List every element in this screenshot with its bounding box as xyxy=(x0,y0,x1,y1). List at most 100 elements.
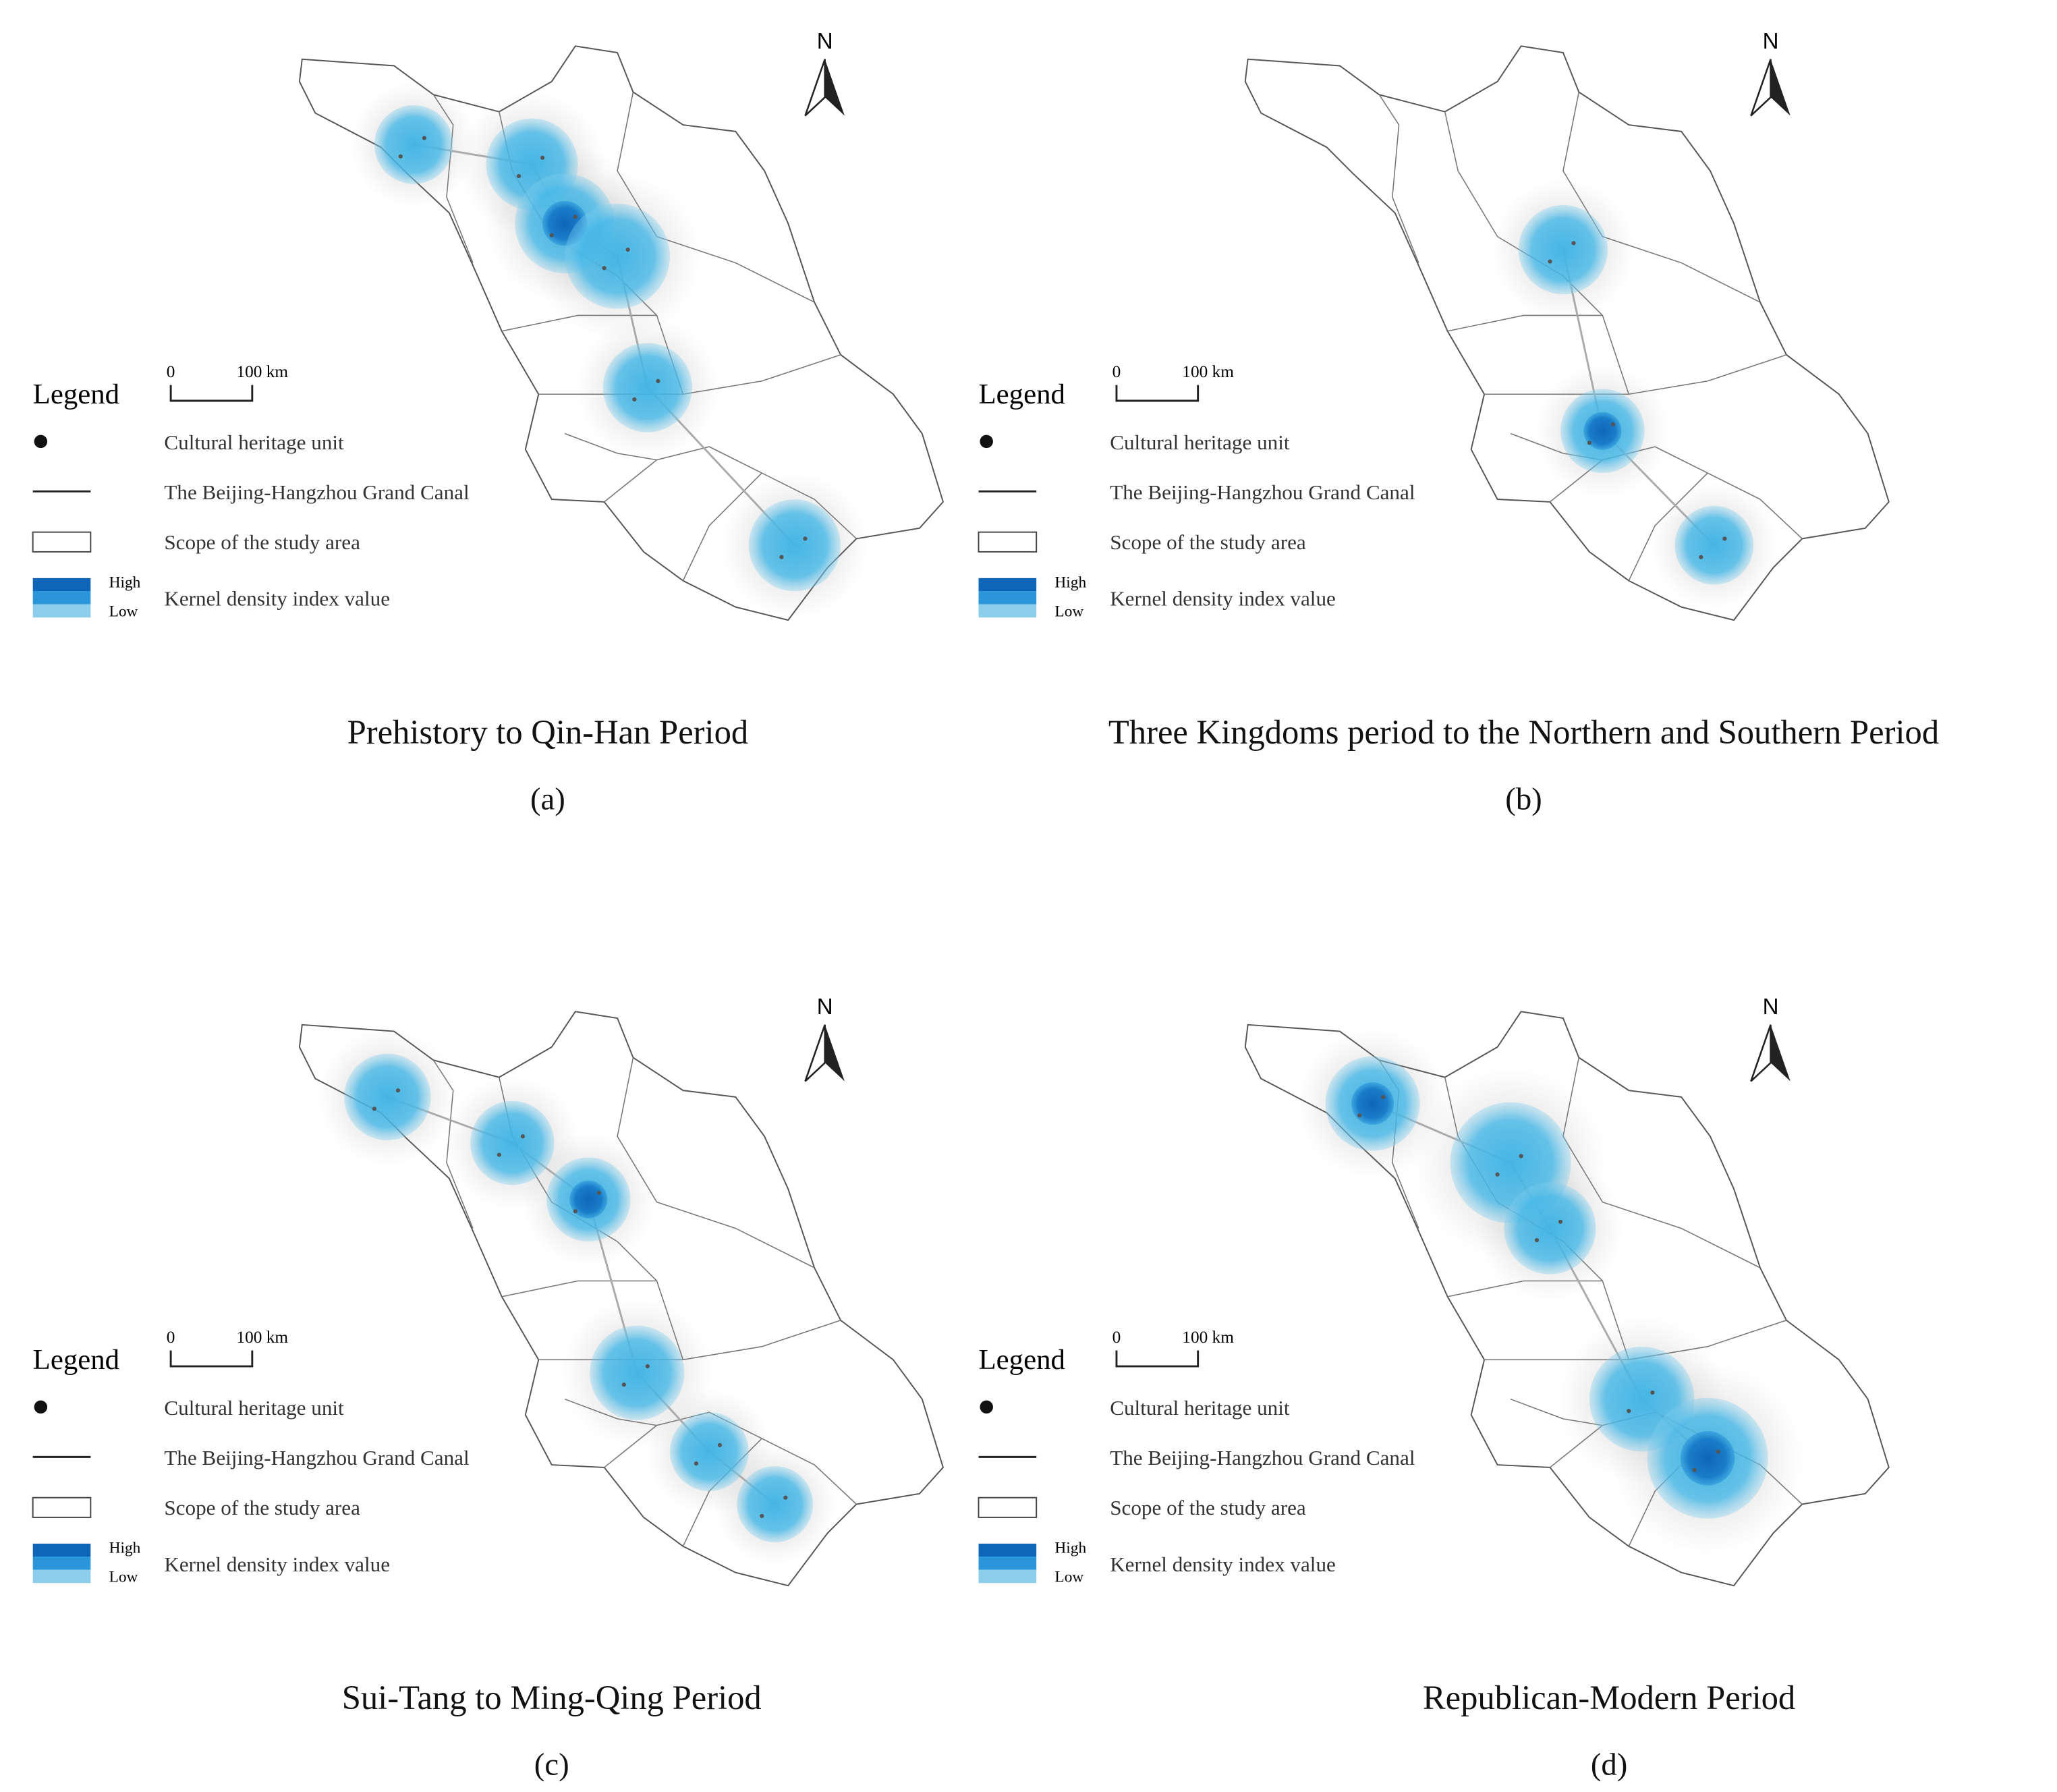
heritage-unit xyxy=(694,1461,699,1466)
panel-label: (a) xyxy=(530,781,565,816)
heritage-unit xyxy=(516,173,522,179)
legend-item: The Beijing-Hangzhou Grand Canal xyxy=(1110,480,1415,504)
scale-zero: 0 xyxy=(1112,1328,1121,1347)
heritage-unit xyxy=(1495,1172,1500,1177)
heritage-unit xyxy=(573,1209,577,1214)
density-area xyxy=(1504,1182,1596,1275)
north-arrow xyxy=(1750,1024,1772,1082)
map xyxy=(298,45,945,621)
panel: N 0 100 km Legend Cultural heritage unit The … xyxy=(32,995,945,1783)
panel-title: Three Kingdoms period to the Northern an… xyxy=(1108,713,1939,751)
heritage-unit xyxy=(645,1364,650,1369)
north-arrow xyxy=(824,1024,845,1082)
scale-bar xyxy=(169,385,254,402)
map xyxy=(1244,45,1890,621)
density-area xyxy=(590,1325,685,1420)
legend-item: Kernel density index value xyxy=(164,587,390,611)
scale-zero: 0 xyxy=(167,1328,175,1347)
scale-distance: 100 km xyxy=(1182,1328,1234,1347)
scale-distance: 100 km xyxy=(236,1328,288,1347)
legend-heading: Legend xyxy=(979,1344,1065,1376)
heritage-unit xyxy=(760,1513,764,1519)
legend-item: Kernel density index value xyxy=(1110,1552,1336,1576)
heritage-unit xyxy=(717,1443,723,1447)
legend-high: High xyxy=(109,1539,141,1557)
heritage-unit xyxy=(625,247,630,252)
north-label: N xyxy=(817,29,833,54)
heritage-unit xyxy=(803,536,808,541)
north-label: N xyxy=(1763,995,1779,1019)
legend-heading: Legend xyxy=(979,379,1065,410)
district-boundary xyxy=(617,1057,815,1268)
density-area xyxy=(344,1053,431,1141)
north-arrow xyxy=(1750,59,1772,117)
panel-label: (c) xyxy=(534,1747,569,1783)
density-core xyxy=(1680,1431,1735,1486)
heritage-unit xyxy=(1548,259,1552,264)
density-area xyxy=(374,105,453,184)
legend-ramp xyxy=(978,578,1037,618)
legend-box xyxy=(978,1496,1038,1518)
legend-dot xyxy=(34,435,48,449)
legend-dot xyxy=(980,435,993,449)
legend-dot xyxy=(34,1400,48,1414)
heritage-unit xyxy=(1357,1113,1362,1118)
panel-title: Prehistory to Qin-Han Period xyxy=(347,713,749,751)
legend-low: Low xyxy=(109,1568,138,1586)
study-area xyxy=(1244,45,1890,621)
panel: N 0 100 km Legend Cultural heritage unit The … xyxy=(978,995,1890,1783)
map xyxy=(1244,1011,1890,1587)
legend-item: Cultural heritage unit xyxy=(164,430,344,454)
map xyxy=(298,1011,945,1587)
legend-high: High xyxy=(109,573,141,591)
heritage-unit xyxy=(398,154,403,159)
scale-distance: 100 km xyxy=(236,362,288,381)
legend-ramp xyxy=(32,578,91,618)
legend-item: Scope of the study area xyxy=(164,530,360,554)
legend-heading: Legend xyxy=(33,1344,119,1376)
legend-ramp xyxy=(32,1543,91,1584)
heritage-unit xyxy=(520,1134,526,1139)
legend-item: Cultural heritage unit xyxy=(1110,1396,1290,1420)
legend-box xyxy=(32,1496,92,1518)
legend-item: Cultural heritage unit xyxy=(164,1396,344,1420)
panel-label: (b) xyxy=(1505,781,1542,816)
heritage-unit xyxy=(779,555,784,559)
legend-item: Scope of the study area xyxy=(1110,530,1306,554)
heritage-unit xyxy=(1627,1409,1631,1413)
heritage-unit xyxy=(632,397,637,402)
panel-label: (d) xyxy=(1591,1747,1627,1783)
heritage-unit xyxy=(497,1152,501,1157)
district-boundary xyxy=(501,1280,657,1297)
north-arrow xyxy=(1770,1024,1791,1082)
panel: N 0 100 km Legend Cultural heritage unit The … xyxy=(32,29,945,816)
panel-title: Sui-Tang to Ming-Qing Period xyxy=(342,1679,762,1716)
heritage-unit xyxy=(1558,1219,1563,1224)
north-arrow xyxy=(804,1024,826,1082)
scale-bar xyxy=(1115,1350,1200,1368)
heritage-unit xyxy=(540,155,545,160)
legend-high: High xyxy=(1054,573,1086,591)
panel-title: Republican-Modern Period xyxy=(1423,1679,1795,1716)
heritage-unit xyxy=(549,233,554,237)
density-area xyxy=(602,343,693,432)
legend-item: The Beijing-Hangzhou Grand Canal xyxy=(164,480,470,504)
density-area xyxy=(1674,505,1754,585)
district-boundary xyxy=(1378,94,1419,263)
heritage-unit xyxy=(395,1088,401,1093)
heritage-unit xyxy=(1519,1154,1523,1158)
heritage-unit xyxy=(1722,536,1727,541)
heritage-unit xyxy=(372,1107,377,1111)
scale-zero: 0 xyxy=(1112,362,1121,381)
density-area xyxy=(470,1100,555,1185)
heritage-unit xyxy=(621,1382,626,1387)
panel: N 0 100 km Legend Cultural heritage unit The … xyxy=(978,29,1939,816)
legend-item: Cultural heritage unit xyxy=(1110,430,1290,454)
heritage-unit xyxy=(1650,1390,1655,1395)
north-label: N xyxy=(1763,29,1779,54)
legend-low: Low xyxy=(1054,1568,1083,1586)
heritage-unit xyxy=(783,1495,788,1500)
legend-high: High xyxy=(1054,1539,1086,1557)
legend-low: Low xyxy=(1054,603,1083,620)
